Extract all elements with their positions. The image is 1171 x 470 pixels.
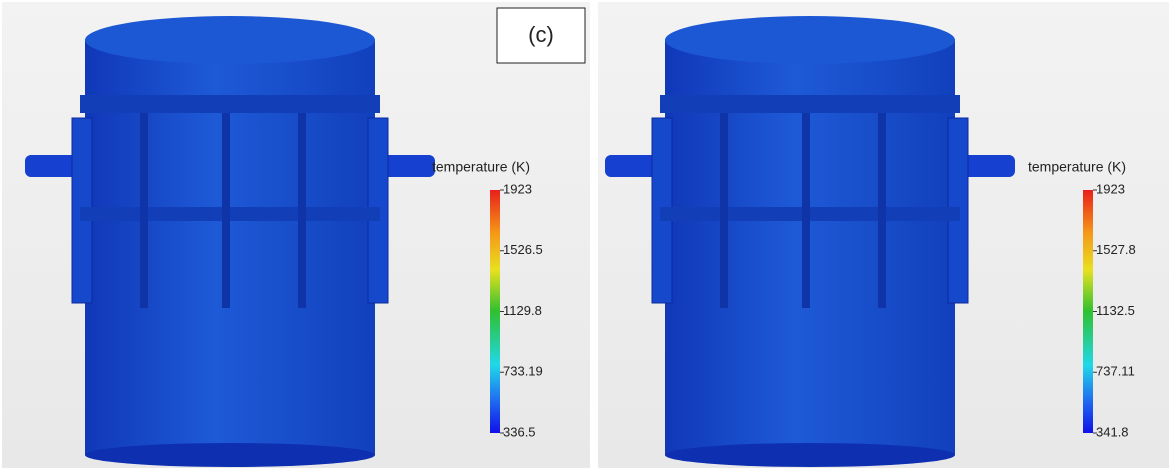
figure: (c) temperature (K) temperature (K) 1923… xyxy=(0,0,1171,470)
colorbar-tick-label: 336.5 xyxy=(503,424,536,439)
colorbar-tick-label: 1923 xyxy=(503,181,532,196)
colorbar-tick-label: 1132.5 xyxy=(1096,303,1135,318)
vessel-render xyxy=(605,16,1015,467)
colorbar xyxy=(1083,190,1093,433)
colorbar-tick-label: 1527.8 xyxy=(1096,242,1136,257)
colorbar-title: temperature (K) xyxy=(432,159,530,175)
colorbar-tick-label: 1129.8 xyxy=(503,303,542,318)
colorbar-tick-label: 733.19 xyxy=(503,364,543,379)
panel-label: (c) xyxy=(528,22,554,47)
colorbar-title: temperature (K) xyxy=(1028,159,1126,175)
page: {"panels": [ {"label": "(c)", "colorbar"… xyxy=(0,0,1171,470)
colorbar-tick-label: 737.11 xyxy=(1096,364,1135,379)
vessel-render xyxy=(25,16,435,467)
colorbar-tick-label: 1923 xyxy=(1096,181,1125,196)
colorbar xyxy=(490,190,500,433)
colorbar-tick-label: 341.8 xyxy=(1096,424,1129,439)
colorbar-tick-label: 1526.5 xyxy=(503,242,543,257)
